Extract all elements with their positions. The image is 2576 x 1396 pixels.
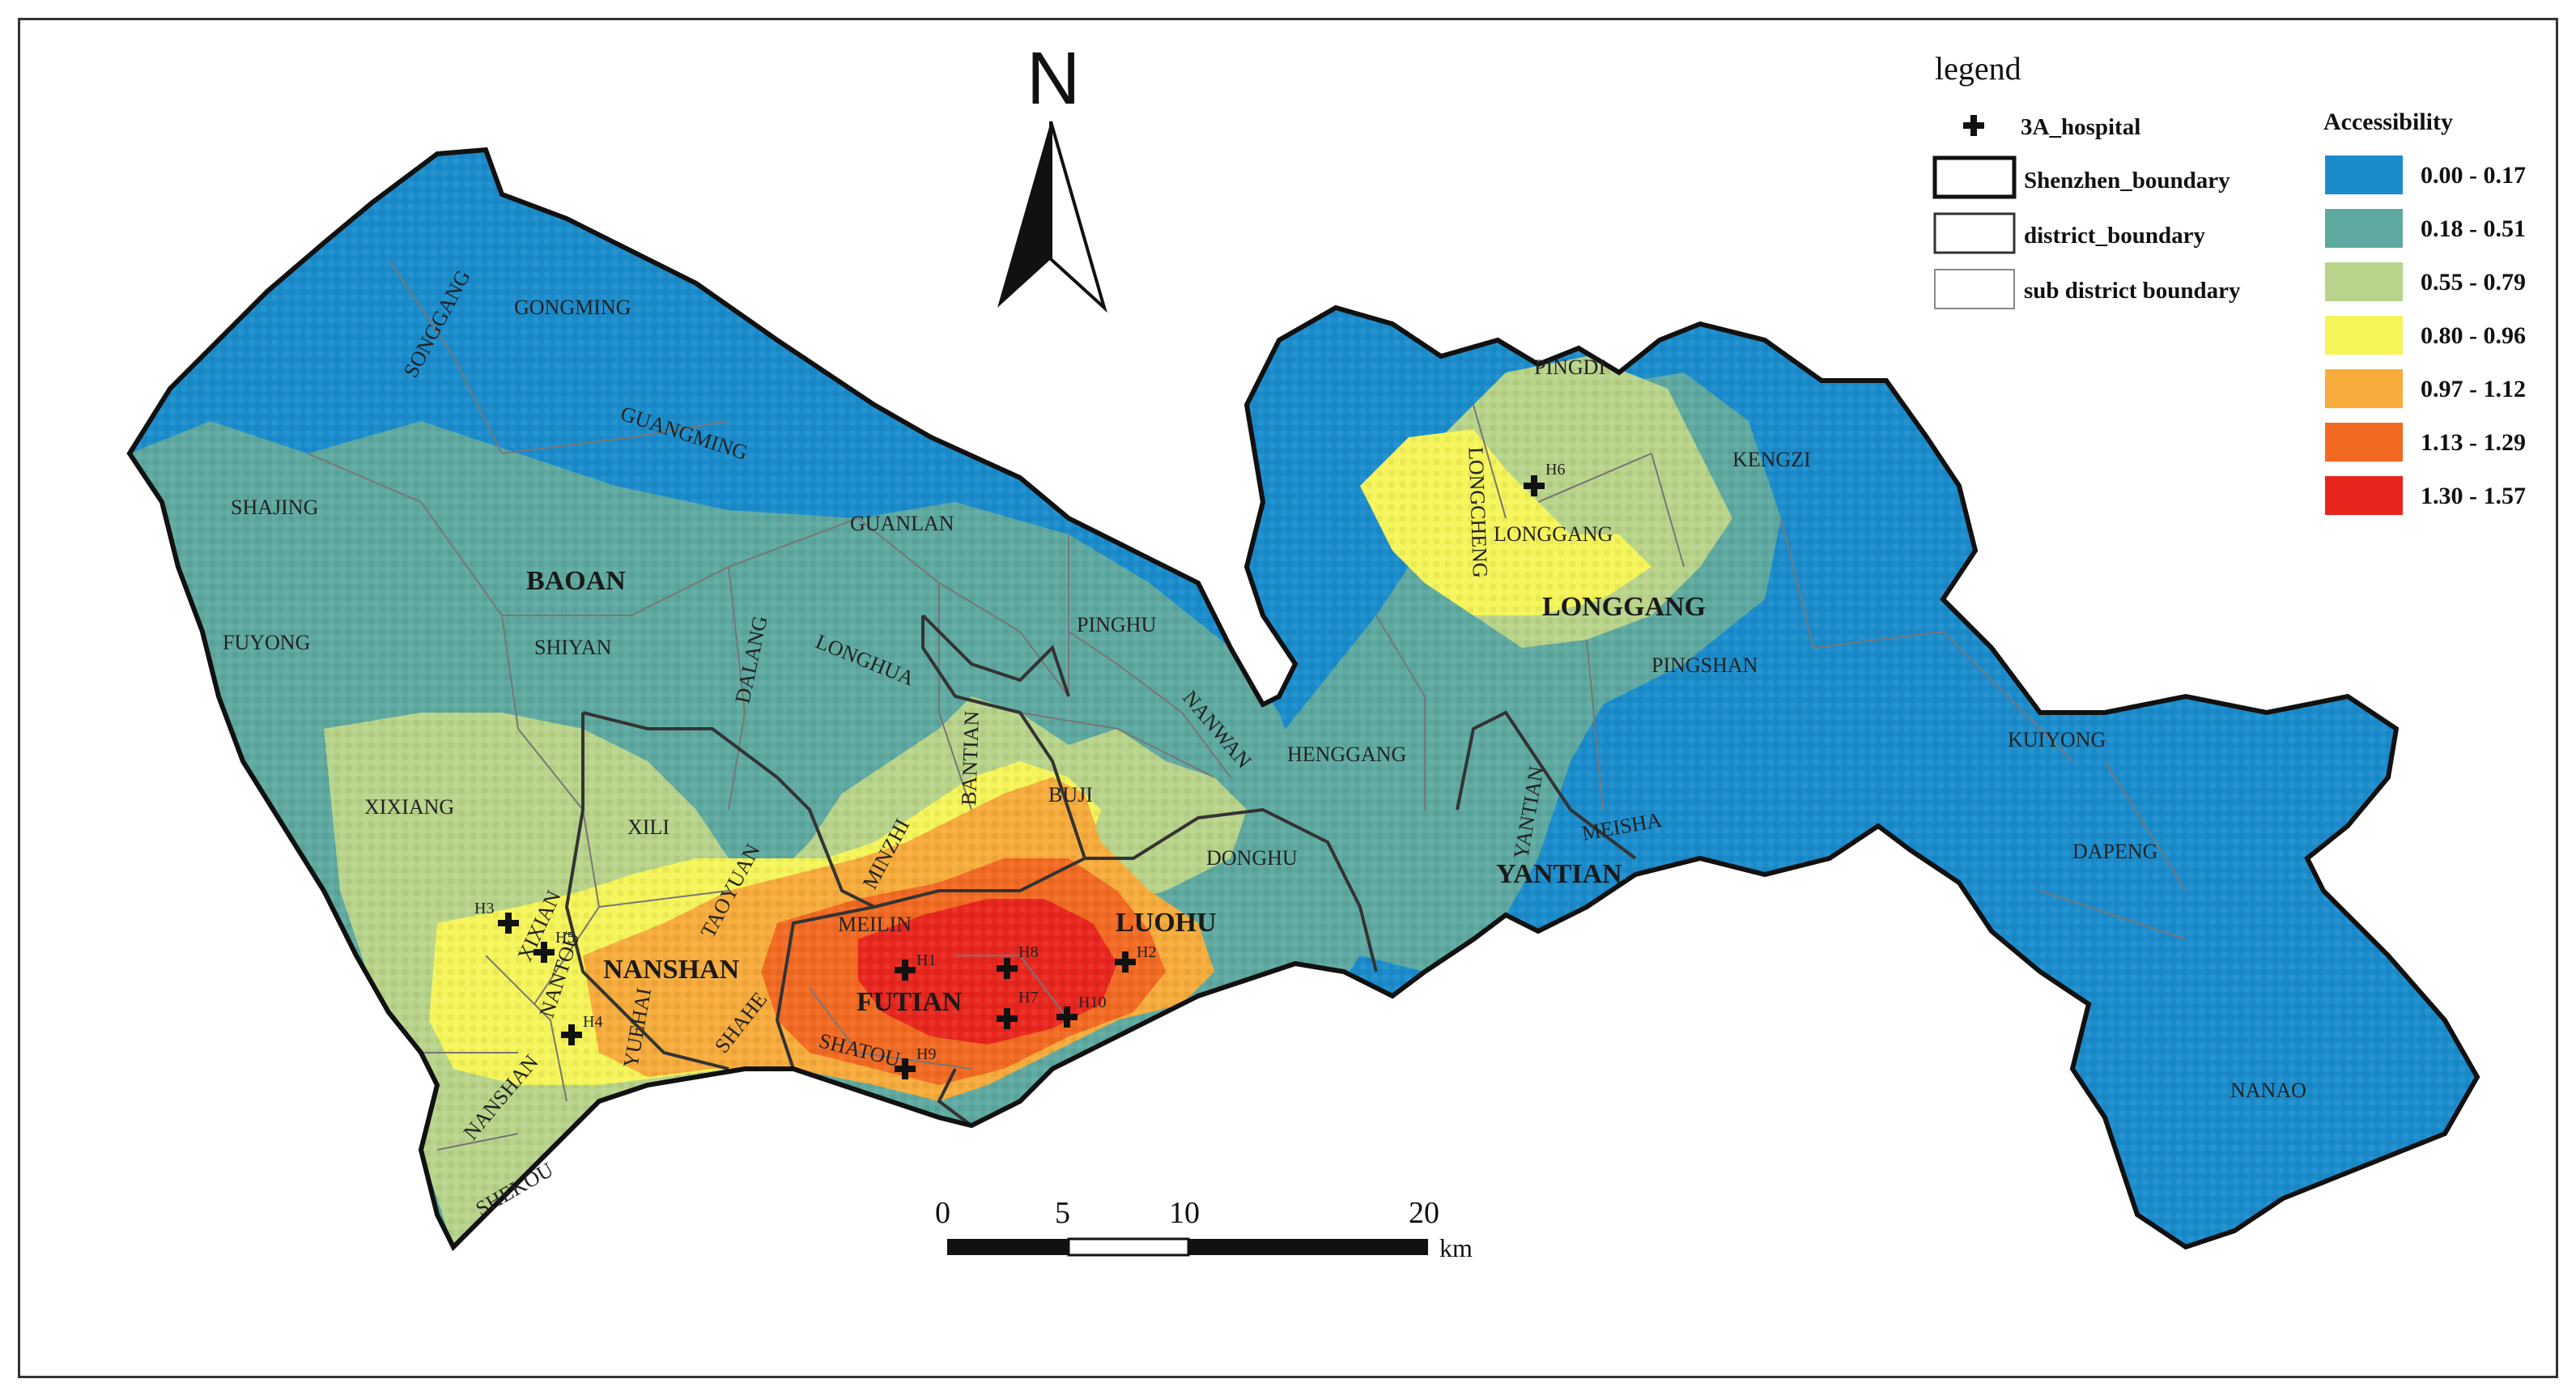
hospital-h1: H1	[895, 951, 936, 981]
north-label: N	[1027, 37, 1080, 120]
subdistrict-label: PINGDI	[1534, 355, 1605, 379]
north-arrow: N	[997, 37, 1107, 313]
subdistrict-label: KENGZI	[1732, 448, 1811, 471]
cross-icon	[1963, 115, 1984, 136]
subdistrict-label: SHAJING	[231, 496, 318, 519]
cross-icon	[533, 942, 555, 963]
svg-text:1.13 - 1.29: 1.13 - 1.29	[2421, 429, 2526, 456]
subdistrict-label: DAPENG	[2072, 840, 2157, 863]
district-label: LUOHU	[1116, 908, 1217, 938]
svg-text:sub district boundary: sub district boundary	[2024, 278, 2241, 304]
hospital-h5: H5	[533, 929, 575, 963]
cross-icon	[895, 960, 916, 981]
accessibility-title: Accessibility	[2323, 109, 2453, 135]
svg-text:H7: H7	[1018, 989, 1038, 1007]
legend-class-0: 0.00 - 0.17	[2325, 155, 2526, 194]
legend-district-boundary: district_boundary	[1933, 212, 2205, 254]
legend-title: legend	[1935, 50, 2021, 87]
subdistrict-label: LONGGANG	[1494, 522, 1613, 546]
subdistrict-label: PINGHU	[1077, 613, 1156, 636]
subdistrict-label: HENGGANG	[1287, 743, 1406, 766]
scale-tick-label: 0	[935, 1196, 950, 1230]
legend-hospital: 3A_hospital	[1963, 114, 2140, 140]
shenzhen-boundary	[126, 147, 2480, 1252]
district-labels: BAOAN NANSHAN FUTIAN LUOHU LONGGANG YANT…	[526, 566, 1706, 1017]
hospital-h10: H10	[1056, 994, 1106, 1028]
svg-text:Shenzhen_boundary: Shenzhen_boundary	[2024, 168, 2230, 194]
cross-icon	[498, 913, 519, 934]
subdistrict-label: GUANLAN	[850, 512, 954, 535]
subdistrict-label: XIXIANG	[364, 795, 454, 819]
legend-class-3: 0.80 - 0.96	[2325, 316, 2526, 355]
svg-text:0.97 - 1.12: 0.97 - 1.12	[2421, 376, 2526, 402]
svg-text:0.18 - 0.51: 0.18 - 0.51	[2421, 215, 2526, 242]
legend-class-4: 0.97 - 1.12	[2325, 369, 2526, 408]
svg-text:H2: H2	[1137, 943, 1156, 961]
cross-icon	[1056, 1007, 1078, 1028]
cross-icon	[1524, 475, 1545, 496]
hospital-h2: H2	[1115, 943, 1156, 973]
hospital-h7: H7	[997, 989, 1038, 1029]
subdistrict-label: BUJI	[1048, 783, 1093, 807]
subdistrict-label: KUIYONG	[2008, 728, 2106, 751]
district-label: YANTIAN	[1496, 859, 1622, 889]
scale-unit: km	[1439, 1233, 1473, 1262]
subdistrict-label: GONGMING	[514, 296, 631, 319]
svg-text:3A_hospital: 3A_hospital	[2021, 114, 2140, 140]
district-label: LONGGANG	[1542, 592, 1706, 622]
subdistrict-label: PINGSHAN	[1651, 653, 1758, 677]
legend: legend 3A_hospital Shenzhen_boundary dis…	[1932, 50, 2526, 515]
svg-text:1.30 - 1.57: 1.30 - 1.57	[2421, 483, 2526, 509]
hospital-h6: H6	[1524, 461, 1565, 496]
district-label: NANSHAN	[603, 955, 740, 985]
subdistrict-label: BANTIAN	[957, 710, 984, 806]
subdistrict-label: FUYONG	[223, 631, 310, 654]
cross-icon	[1115, 951, 1136, 973]
svg-text:0.00 - 0.17: 0.00 - 0.17	[2421, 162, 2526, 189]
cross-icon	[895, 1058, 916, 1079]
legend-class-2: 0.55 - 0.79	[2325, 262, 2526, 301]
legend-subdistrict-boundary: sub district boundary	[1934, 269, 2241, 309]
legend-class-5: 1.13 - 1.29	[2325, 423, 2526, 462]
boundaries	[126, 147, 2480, 1252]
svg-text:district_boundary: district_boundary	[2024, 223, 2205, 249]
hospital-h9: H9	[895, 1045, 936, 1079]
cross-icon	[561, 1024, 582, 1045]
cross-icon	[997, 958, 1018, 979]
legend-shenzhen-boundary: Shenzhen_boundary	[1932, 155, 2230, 199]
svg-text:0.55 - 0.79: 0.55 - 0.79	[2421, 269, 2526, 296]
legend-class-6: 1.30 - 1.57	[2325, 476, 2526, 515]
subdistrict-label: SHIYAN	[534, 636, 612, 659]
hospital-h8: H8	[997, 943, 1038, 979]
svg-text:H5: H5	[555, 929, 575, 947]
district-label: BAOAN	[526, 566, 626, 596]
svg-text:H6: H6	[1545, 461, 1565, 479]
scale-tick-label: 5	[1055, 1196, 1070, 1230]
scale-tick-label: 10	[1169, 1196, 1200, 1230]
hospital-h4: H4	[561, 1013, 602, 1045]
hospital-h3: H3	[474, 900, 519, 934]
district-boundary	[564, 614, 1637, 1127]
subdistrict-label: NANAO	[2230, 1079, 2306, 1102]
north-arrow-icon	[997, 121, 1051, 308]
subdistrict-label: XILI	[627, 815, 670, 839]
subdistrict-label: LONGCHENG	[1464, 446, 1492, 578]
svg-text:H3: H3	[474, 900, 494, 917]
svg-text:H10: H10	[1078, 994, 1106, 1011]
subdistrict-label: DONGHU	[1206, 846, 1298, 870]
district-label: FUTIAN	[857, 987, 963, 1017]
svg-text:H9: H9	[916, 1045, 936, 1063]
hospital-markers: H1 H2 H3 H4 H5 H6 H7 H8	[474, 461, 1565, 1079]
scale-bar: 0 5 10 20 km	[935, 1196, 1473, 1262]
cross-icon	[997, 1008, 1018, 1029]
svg-text:0.80 - 0.96: 0.80 - 0.96	[2421, 322, 2526, 349]
svg-text:H4: H4	[583, 1013, 602, 1031]
scale-tick-label: 20	[1409, 1196, 1439, 1230]
svg-text:H1: H1	[916, 951, 936, 969]
svg-text:H8: H8	[1018, 943, 1038, 961]
legend-class-1: 0.18 - 0.51	[2325, 209, 2526, 248]
subdistrict-label: MEILIN	[838, 913, 912, 936]
